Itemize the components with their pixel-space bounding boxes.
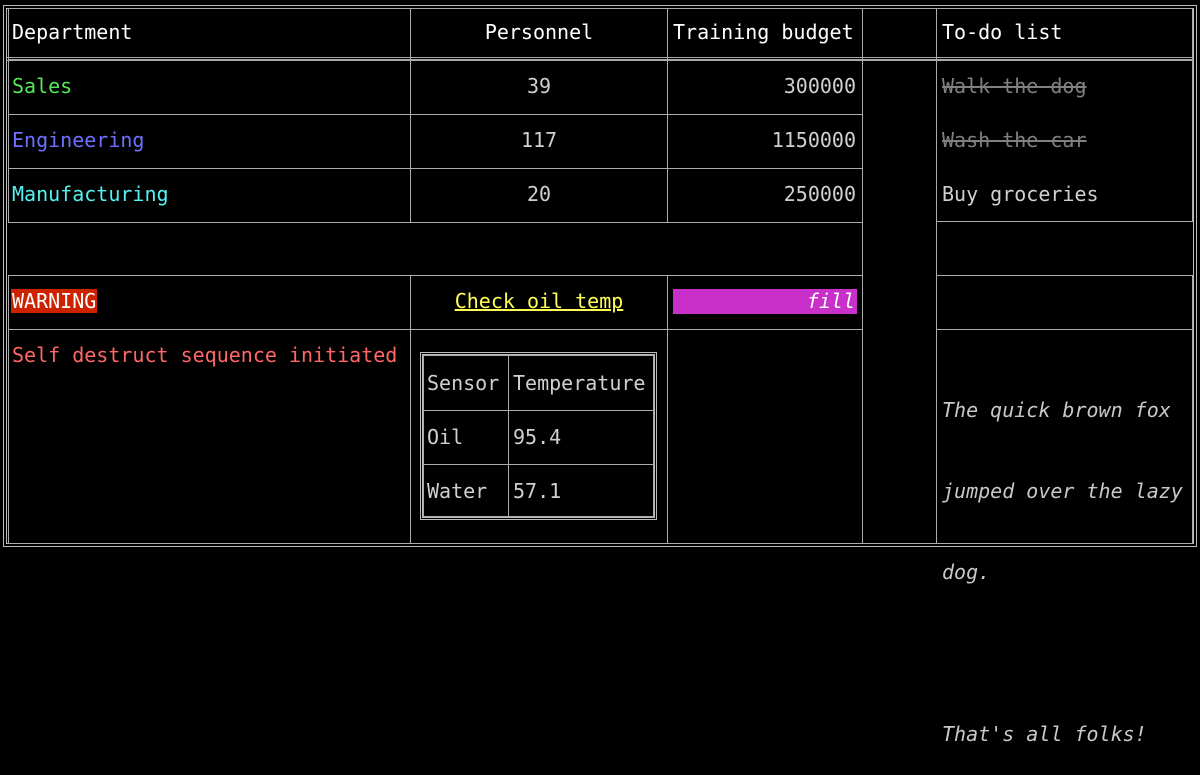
- training-budget: 1150000: [771, 128, 856, 152]
- paragraph-line: That's all folks!: [942, 722, 1147, 746]
- header-cell-todo: [936, 8, 1193, 60]
- paragraph-text: The quick brown fox jumped over the lazy…: [942, 343, 1183, 775]
- personnel-count: 117: [520, 128, 558, 152]
- department-name: Manufacturing: [12, 182, 169, 206]
- sensor-table: [420, 352, 657, 520]
- paragraph-cell: [936, 329, 1193, 544]
- table-frame: [3, 5, 1197, 547]
- header-todo: To-do list: [942, 20, 1063, 44]
- sensor-value: 95.4: [513, 425, 562, 449]
- paragraph-line: [942, 640, 1183, 667]
- paragraph-line: The quick brown fox: [942, 398, 1171, 422]
- paragraph-line: dog.: [942, 560, 991, 584]
- sensor-header: Temperature: [513, 371, 646, 395]
- progress-bar-label: fill: [806, 289, 855, 313]
- header-department: Department: [12, 20, 133, 44]
- gap-column: [862, 60, 937, 544]
- header-budget: Training budget: [673, 20, 854, 44]
- progress-bar: fill: [673, 289, 857, 314]
- blank-cell: [667, 329, 863, 544]
- department-name: Engineering: [12, 128, 145, 152]
- header-personnel: Personnel: [484, 20, 594, 44]
- training-budget: 300000: [783, 74, 856, 98]
- empty-cell: [936, 275, 1193, 330]
- warning-badge: WARNING: [11, 289, 98, 313]
- personnel-count: 20: [526, 182, 552, 206]
- sensor-value: 57.1: [513, 479, 562, 503]
- sensor-name: Oil: [427, 425, 464, 449]
- todo-item-done[interactable]: Walk the dog: [942, 74, 1087, 98]
- department-name: Sales: [12, 74, 73, 98]
- personnel-count: 39: [526, 74, 552, 98]
- sensor-header: Sensor: [427, 371, 500, 395]
- self-destruct-message: Self destruct sequence initiated: [12, 343, 398, 367]
- todo-item[interactable]: Buy groceries: [942, 182, 1099, 206]
- header-cell-gap: [862, 8, 937, 60]
- todo-list: [936, 60, 1193, 222]
- check-oil-temp-link[interactable]: Check oil temp: [454, 289, 624, 313]
- todo-item-done[interactable]: Wash the car: [942, 128, 1087, 152]
- sensor-name: Water: [427, 479, 488, 503]
- paragraph-line: jumped over the lazy: [942, 479, 1183, 503]
- training-budget: 250000: [783, 182, 856, 206]
- sensor-cell: [508, 464, 654, 517]
